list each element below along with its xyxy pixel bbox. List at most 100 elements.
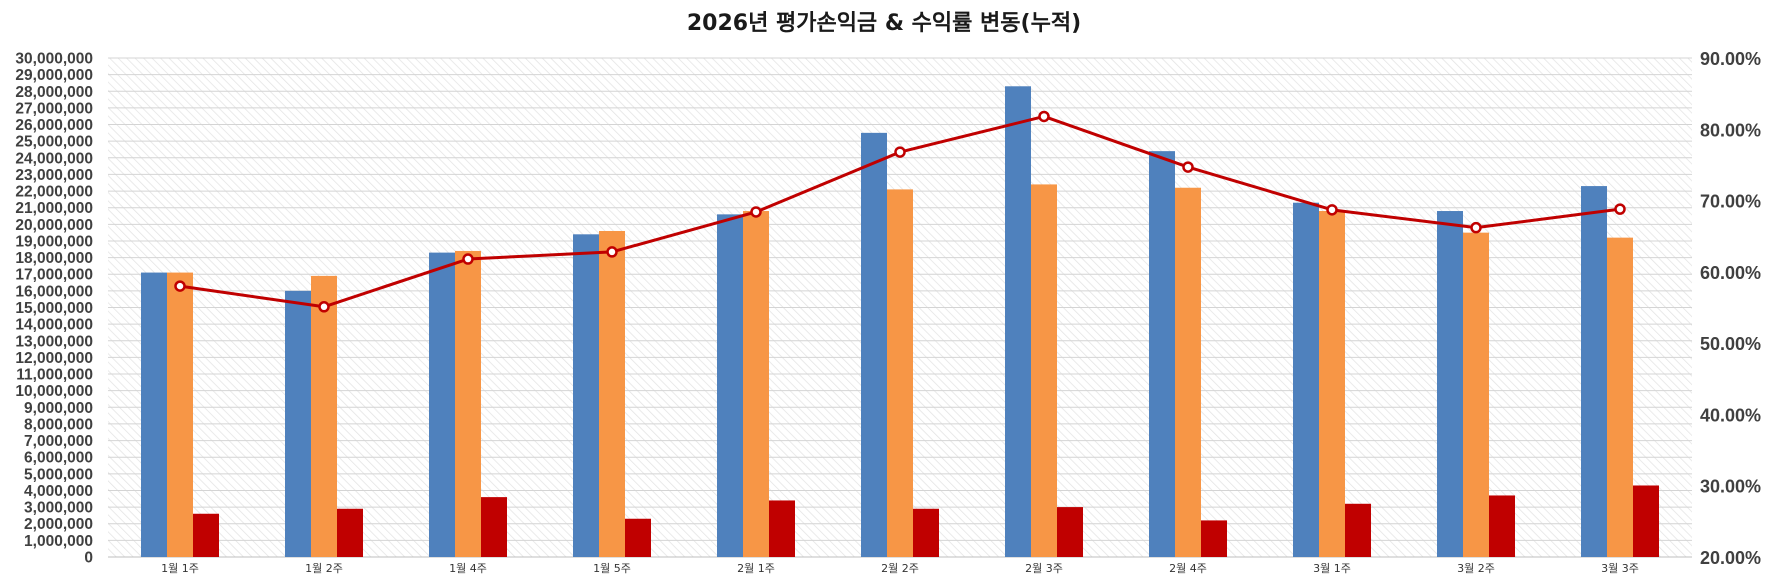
y-axis-right: 20.00% 30.00% 40.00% 50.00% 60.00% 70.00% 80.0… [1700, 49, 1761, 568]
bar-series-red [625, 518, 651, 557]
bar-series-orange [311, 275, 337, 557]
y-left-tick-label: 20,000,000 [15, 217, 93, 234]
x-tick-label: 3월 3주 [1601, 562, 1639, 575]
bar-series-blue [1005, 86, 1031, 557]
bar-series-orange [1175, 187, 1201, 558]
y-left-tick-label: 0 [84, 550, 93, 567]
line-point [1614, 203, 1626, 215]
bar-series-red [1633, 485, 1659, 557]
y-left-tick-label: 2,000,000 [24, 516, 93, 533]
bar-series-blue [717, 214, 743, 557]
y-right-tick-label: 90.00% [1700, 49, 1761, 69]
y-right-tick-label: 40.00% [1700, 405, 1761, 425]
bar-series-orange [1319, 211, 1345, 557]
line-point [1326, 204, 1338, 216]
bar-series-blue [429, 252, 455, 558]
y-left-tick-label: 8,000,000 [24, 416, 93, 433]
x-axis: 1월 1주 1월 2주 1월 4주 1월 5주 2월 1주 2월 2주 2월 3주 2월 4주… [161, 562, 1639, 575]
y-left-tick-label: 6,000,000 [24, 450, 93, 467]
bar-series-blue [141, 272, 167, 557]
x-tick-label: 1월 1주 [161, 562, 199, 575]
y-left-tick-label: 21,000,000 [15, 200, 93, 217]
y-right-tick-label: 60.00% [1700, 263, 1761, 283]
x-tick-label: 2월 3주 [1025, 562, 1063, 575]
y-left-tick-label: 30,000,000 [15, 51, 93, 68]
x-tick-label: 3월 1주 [1313, 562, 1351, 575]
chart-title: 2026년 평가손익금 & 수익률 변동(누적) [687, 11, 1081, 36]
bar-series-blue [1293, 202, 1319, 557]
y-left-tick-label: 13,000,000 [15, 333, 93, 350]
y-left-tick-label: 5,000,000 [24, 466, 93, 483]
y-right-tick-label: 20.00% [1700, 548, 1761, 568]
line-point [1182, 161, 1194, 173]
y-left-tick-label: 17,000,000 [15, 267, 93, 284]
bars [141, 86, 1659, 558]
y-left-tick-label: 16,000,000 [15, 283, 93, 300]
bar-series-blue [285, 290, 311, 557]
y-right-tick-label: 50.00% [1700, 334, 1761, 354]
bar-series-red [1057, 507, 1083, 557]
bar-series-orange [455, 250, 481, 558]
bar-series-blue [573, 234, 599, 557]
x-tick-label: 1월 5주 [593, 562, 631, 575]
y-axis-left: 01,000,0002,000,0003,000,0004,000,0005,0… [15, 51, 93, 567]
y-left-tick-label: 25,000,000 [15, 134, 93, 151]
bar-series-red [1345, 503, 1371, 557]
y-left-tick-label: 9,000,000 [24, 400, 93, 417]
y-left-tick-label: 10,000,000 [15, 383, 93, 400]
line-point [750, 206, 762, 218]
y-left-tick-label: 18,000,000 [15, 250, 93, 267]
bar-series-red [337, 508, 363, 557]
bar-series-orange [887, 189, 913, 558]
bar-series-orange [743, 211, 769, 557]
y-left-tick-label: 23,000,000 [15, 167, 93, 184]
y-left-tick-label: 1,000,000 [24, 533, 93, 550]
line-point [462, 253, 474, 265]
bar-series-red [1489, 495, 1515, 557]
bar-series-blue [861, 132, 887, 557]
line-point [318, 301, 330, 313]
x-tick-label: 2월 4주 [1169, 562, 1207, 575]
y-left-tick-label: 29,000,000 [15, 67, 93, 84]
line-point [606, 246, 618, 258]
line-point [1038, 110, 1050, 123]
line-point [174, 280, 186, 292]
x-tick-label: 3월 2주 [1457, 562, 1495, 575]
y-left-tick-label: 14,000,000 [15, 317, 93, 334]
y-right-tick-label: 30.00% [1700, 477, 1761, 497]
bar-series-red [481, 497, 507, 557]
y-left-tick-label: 3,000,000 [24, 500, 93, 517]
x-tick-label: 1월 4주 [449, 562, 487, 575]
y-left-tick-label: 19,000,000 [15, 233, 93, 250]
line-point [1470, 221, 1482, 234]
bar-series-blue [1149, 151, 1175, 557]
bar-series-red [193, 513, 219, 557]
y-left-tick-label: 22,000,000 [15, 184, 93, 201]
bar-series-blue [1437, 211, 1463, 557]
y-left-tick-label: 28,000,000 [15, 84, 93, 101]
bar-series-blue [1581, 186, 1607, 557]
line-point [894, 146, 906, 158]
y-left-tick-label: 26,000,000 [15, 117, 93, 134]
bar-series-orange [1463, 232, 1489, 557]
y-left-tick-label: 27,000,000 [15, 100, 93, 117]
y-right-tick-label: 80.00% [1700, 120, 1761, 140]
y-left-tick-label: 7,000,000 [24, 433, 93, 450]
bar-series-red [913, 508, 939, 557]
bar-series-red [769, 500, 795, 557]
y-left-tick-label: 4,000,000 [24, 483, 93, 500]
bar-series-orange [1031, 184, 1057, 557]
rate-line [174, 110, 1626, 313]
y-right-tick-label: 70.00% [1700, 192, 1761, 212]
y-left-tick-label: 11,000,000 [16, 367, 93, 384]
bar-series-red [1201, 520, 1227, 557]
x-tick-label: 1월 2주 [305, 562, 343, 575]
bar-series-orange [599, 230, 625, 557]
y-left-tick-label: 12,000,000 [15, 350, 93, 367]
x-tick-label: 2월 2주 [881, 562, 919, 575]
x-tick-label: 2월 1주 [737, 562, 775, 575]
y-left-tick-label: 24,000,000 [15, 150, 93, 167]
y-left-tick-label: 15,000,000 [15, 300, 93, 317]
